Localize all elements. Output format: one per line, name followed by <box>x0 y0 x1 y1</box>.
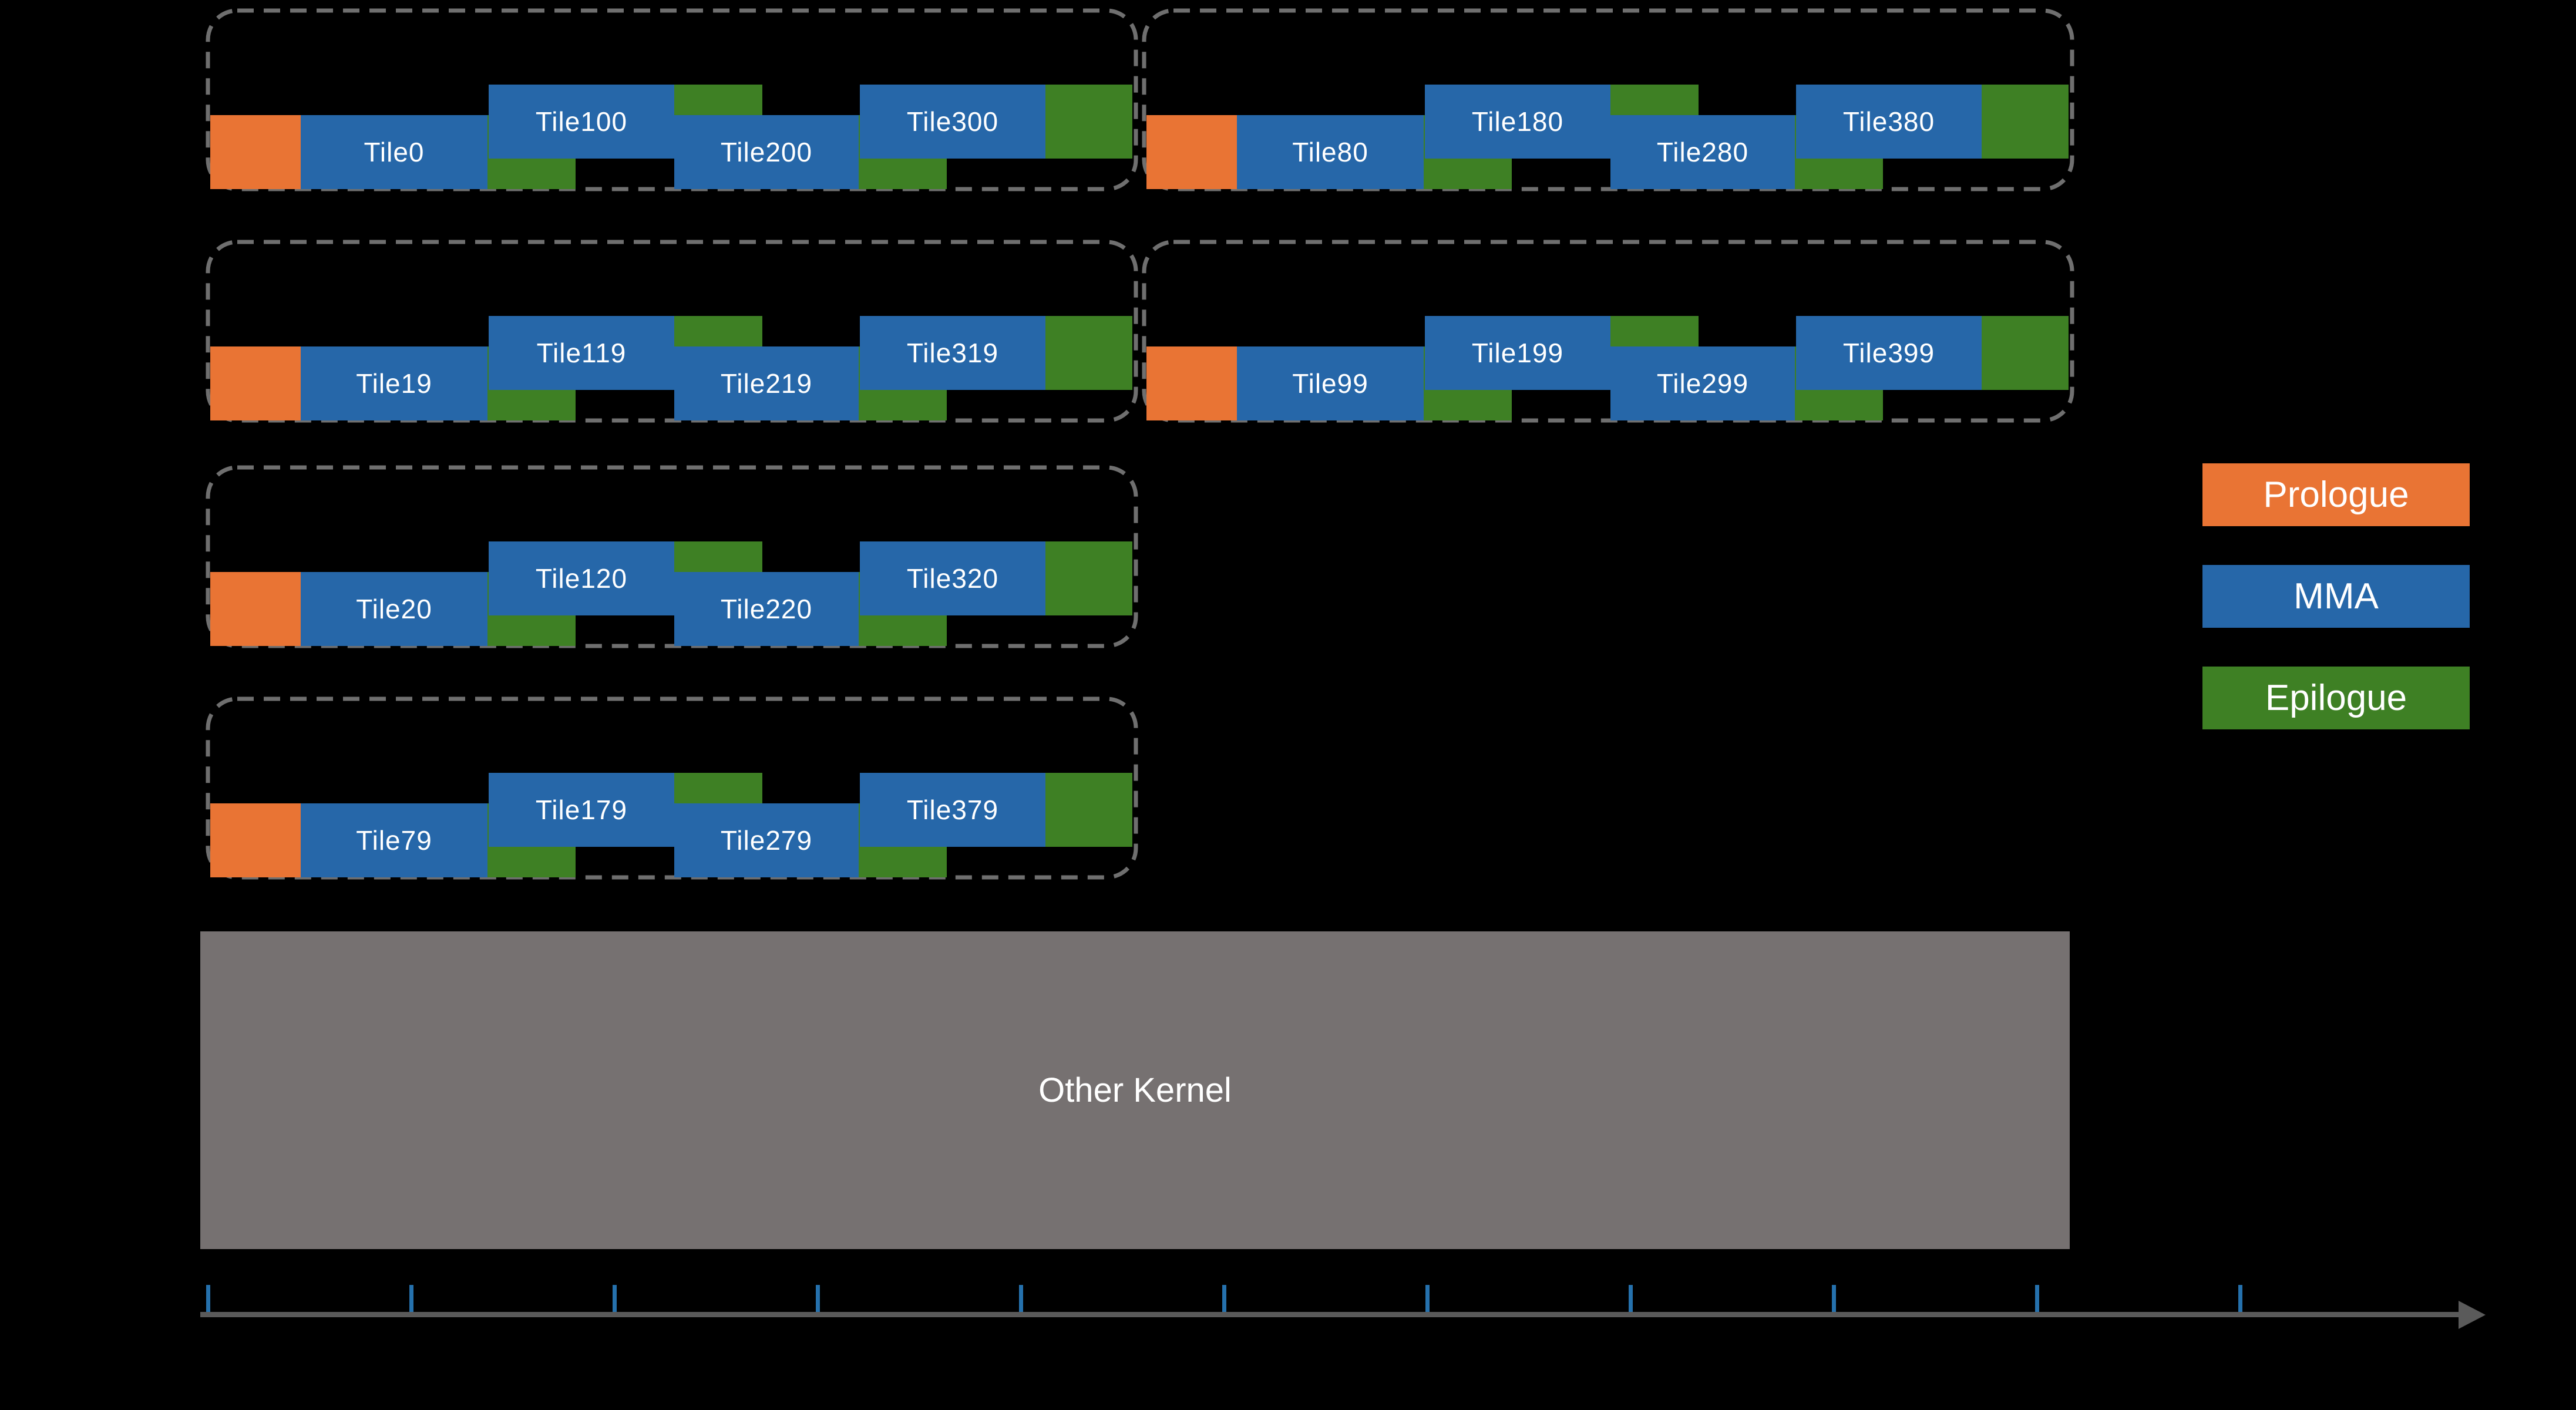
group-dashed-border <box>1142 8 2074 191</box>
mma-tile-block: Tile220 <box>674 572 859 646</box>
tile-wave-group: Tile20 Tile120 Tile220 Tile320 <box>206 465 1138 648</box>
mma-tile-block: Tile19 <box>301 346 487 420</box>
prologue-block <box>210 803 301 877</box>
tile-wave-group: Tile0 Tile100 Tile200 Tile300 <box>206 8 1138 191</box>
mma-tile-block: Tile99 <box>1237 346 1424 420</box>
mma-tile-block: Tile0 <box>301 115 487 189</box>
legend-item-epilogue: Epilogue <box>2202 667 2470 729</box>
tile-label: Tile399 <box>1842 338 1935 368</box>
prologue-block <box>210 346 301 420</box>
legend-item-prologue: Prologue <box>2202 463 2470 526</box>
mma-tile-block: Tile379 <box>860 773 1045 847</box>
tile-label: Tile319 <box>906 338 999 368</box>
mma-tile-block: Tile119 <box>489 316 674 390</box>
group-dashed-border <box>1142 240 2074 423</box>
prologue-block <box>1146 346 1237 420</box>
tile-label: Tile120 <box>535 563 628 594</box>
tile-label: Tile99 <box>1292 368 1368 399</box>
tile-label: Tile280 <box>1656 137 1749 167</box>
legend-item-mma: MMA <box>2202 565 2470 628</box>
epilogue-block <box>1045 773 1132 847</box>
mma-tile-block: Tile80 <box>1237 115 1424 189</box>
tile-wave-group: Tile79 Tile179 Tile279 Tile379 <box>206 696 1138 880</box>
legend-item-label: MMA <box>2293 576 2379 617</box>
group-dashed-border <box>206 8 1138 191</box>
legend-item-label: Prologue <box>2263 475 2409 515</box>
time-axis-tick <box>2035 1285 2039 1312</box>
epilogue-block <box>1045 541 1132 615</box>
tile-label: Tile80 <box>1292 137 1368 167</box>
epilogue-block <box>1982 316 2069 390</box>
tile-label: Tile19 <box>356 368 432 399</box>
tile-wave-group: Tile99 Tile199 Tile299 Tile399 <box>1142 240 2074 423</box>
time-axis-tick <box>206 1285 210 1312</box>
mma-tile-block: Tile20 <box>301 572 487 646</box>
tile-label: Tile199 <box>1471 338 1564 368</box>
prologue-block <box>210 115 301 189</box>
tile-label: Tile79 <box>356 825 432 856</box>
tile-label: Tile299 <box>1656 368 1749 399</box>
mma-tile-block: Tile399 <box>1796 316 1982 390</box>
prologue-block <box>1146 115 1237 189</box>
mma-tile-block: Tile319 <box>860 316 1045 390</box>
mma-tile-block: Tile100 <box>489 85 674 159</box>
mma-tile-block: Tile380 <box>1796 85 1982 159</box>
tile-label: Tile0 <box>364 137 425 167</box>
tile-wave-group: Tile19 Tile119 Tile219 Tile319 <box>206 240 1138 423</box>
group-dashed-border <box>206 240 1138 423</box>
epilogue-block <box>1045 316 1132 390</box>
group-dashed-border <box>206 465 1138 648</box>
time-axis-tick <box>1425 1285 1430 1312</box>
mma-tile-block: Tile219 <box>674 346 859 420</box>
tile-label: Tile300 <box>906 106 999 137</box>
time-axis-arrowhead <box>2459 1300 2486 1329</box>
other-kernel-label: Other Kernel <box>1038 1071 1232 1109</box>
mma-tile-block: Tile180 <box>1425 85 1610 159</box>
tile-label: Tile220 <box>720 594 813 624</box>
other-kernel-bar: Other Kernel <box>200 931 2070 1249</box>
tile-label: Tile100 <box>535 106 628 137</box>
epilogue-block <box>1982 85 2069 159</box>
mma-tile-block: Tile299 <box>1610 346 1795 420</box>
tile-label: Tile219 <box>720 368 813 399</box>
time-axis-tick <box>2238 1285 2242 1312</box>
mma-tile-block: Tile280 <box>1610 115 1795 189</box>
mma-tile-block: Tile300 <box>860 85 1045 159</box>
tile-label: Tile279 <box>720 825 813 856</box>
tile-label: Tile119 <box>536 338 627 368</box>
mma-tile-block: Tile279 <box>674 803 859 877</box>
time-axis-tick <box>1629 1285 1633 1312</box>
mma-tile-block: Tile79 <box>301 803 487 877</box>
mma-tile-block: Tile199 <box>1425 316 1610 390</box>
time-axis-tick <box>1832 1285 1836 1312</box>
mma-tile-block: Tile120 <box>489 541 674 615</box>
epilogue-block <box>1045 85 1132 159</box>
time-axis-tick <box>816 1285 820 1312</box>
legend-item-label: Epilogue <box>2265 678 2407 718</box>
tile-label: Tile200 <box>720 137 813 167</box>
tile-label: Tile20 <box>356 594 432 624</box>
tile-label: Tile380 <box>1842 106 1935 137</box>
tile-label: Tile179 <box>535 795 628 825</box>
mma-tile-block: Tile200 <box>674 115 859 189</box>
time-axis-line <box>200 1312 2459 1317</box>
time-axis-tick <box>613 1285 617 1312</box>
tile-label: Tile180 <box>1471 106 1564 137</box>
mma-tile-block: Tile179 <box>489 773 674 847</box>
tile-label: Tile320 <box>906 563 999 594</box>
tile-wave-group: Tile80 Tile180 Tile280 Tile380 <box>1142 8 2074 191</box>
prologue-block <box>210 572 301 646</box>
time-axis-tick <box>1019 1285 1023 1312</box>
group-dashed-border <box>206 696 1138 880</box>
time-axis-tick <box>1222 1285 1226 1312</box>
tile-label: Tile379 <box>906 795 999 825</box>
time-axis-tick <box>409 1285 413 1312</box>
mma-tile-block: Tile320 <box>860 541 1045 615</box>
